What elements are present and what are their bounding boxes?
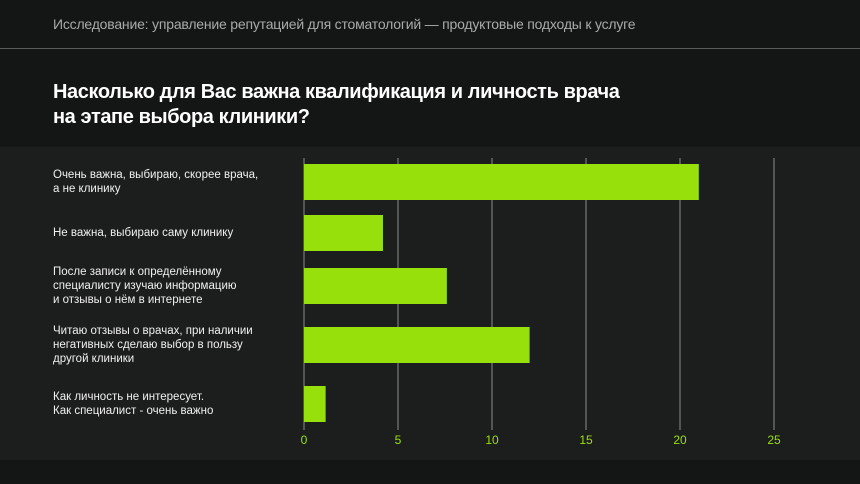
category-label-line: Как личность не интересует. xyxy=(53,391,205,403)
category-label-line: а не клинику xyxy=(53,183,121,195)
category-label-line: Читаю отзывы о врачах, при наличии xyxy=(53,325,253,337)
category-label-line: и отзывы о нём в интернете xyxy=(53,294,203,306)
x-tick-label: 0 xyxy=(301,433,308,447)
category-label: После записи к определённому специалисту … xyxy=(53,265,293,307)
bar xyxy=(304,327,530,363)
category-label: Как личность не интересует. Как специалис… xyxy=(53,390,293,418)
category-label-line: Не важна, выбираю саму клинику xyxy=(53,227,234,239)
category-label-line: специалисту изучаю информацию xyxy=(53,280,237,292)
category-label-line: другой клиники xyxy=(53,353,135,365)
x-tick-label: 20 xyxy=(673,433,687,447)
category-label-line: После записи к определённому xyxy=(53,266,222,278)
category-label-line: Как специалист - очень важно xyxy=(53,405,214,417)
bar xyxy=(304,386,326,422)
category-label: Очень важна, выбираю, скорее врача, а не … xyxy=(53,168,293,196)
x-tick-label: 10 xyxy=(485,433,499,447)
bar xyxy=(304,164,699,200)
x-tick-label: 15 xyxy=(579,433,593,447)
chart-title: Насколько для Вас важна квалификация и л… xyxy=(53,80,620,130)
report-subtitle: Исследование: управление репутацией для … xyxy=(53,16,636,32)
category-label: Читаю отзывы о врачах, при наличии негати… xyxy=(53,324,293,366)
x-tick-label: 25 xyxy=(767,433,781,447)
category-label-line: Очень важна, выбираю, скорее врача, xyxy=(53,169,259,181)
header-divider xyxy=(0,48,860,49)
chart-title-line: на этапе выбора клиники? xyxy=(53,106,310,128)
category-label: Не важна, выбираю саму клинику xyxy=(53,226,293,240)
x-tick-label: 5 xyxy=(395,433,402,447)
chart-title-line: Насколько для Вас важна квалификация и л… xyxy=(53,81,620,103)
bar xyxy=(304,268,447,304)
category-label-line: негативных сделаю выбор в пользу xyxy=(53,339,243,351)
bar xyxy=(304,215,383,251)
